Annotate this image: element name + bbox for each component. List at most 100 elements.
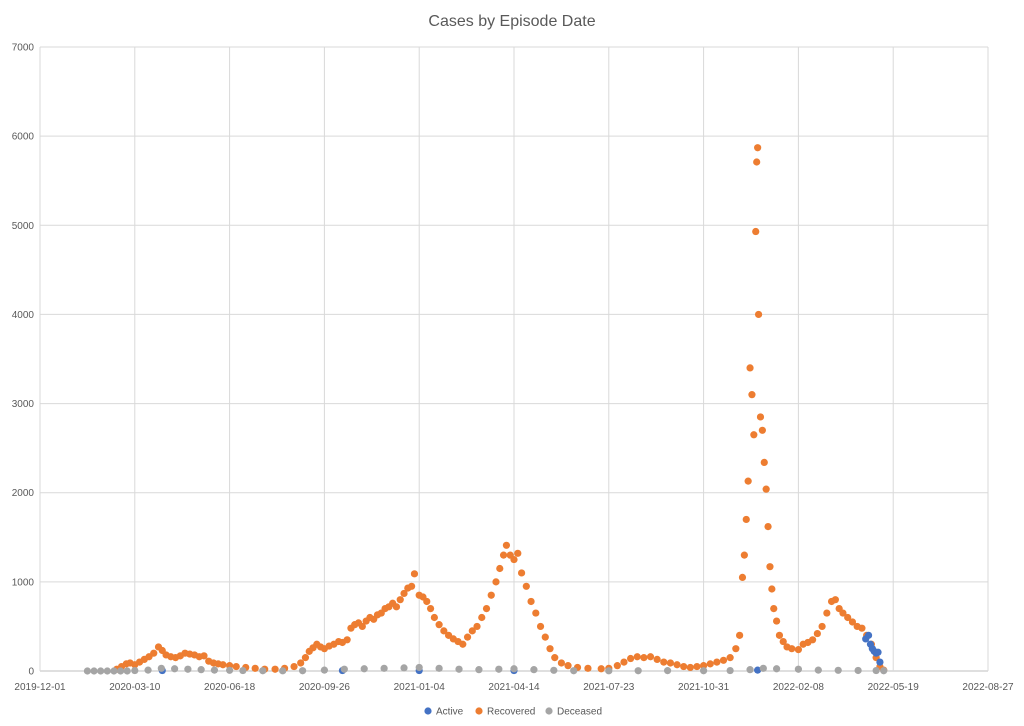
point-recovered — [762, 485, 770, 493]
point-recovered — [660, 658, 668, 666]
point-deceased — [184, 665, 192, 673]
point-recovered — [732, 645, 740, 653]
point-recovered — [713, 658, 721, 666]
point-deceased — [872, 666, 880, 675]
point-recovered — [753, 158, 761, 166]
point-deceased — [239, 666, 247, 675]
point-deceased — [495, 665, 503, 673]
y-tick-label: 0 — [28, 667, 34, 678]
legend-marker — [424, 707, 432, 715]
points-layer — [83, 144, 888, 675]
point-recovered — [200, 652, 208, 660]
point-recovered — [536, 622, 545, 631]
point-recovered — [706, 660, 714, 668]
x-tick-label: 2019-12-01 — [14, 682, 66, 693]
point-recovered — [700, 662, 708, 670]
point-recovered — [754, 144, 762, 152]
point-recovered — [514, 549, 522, 557]
legend-item-active: Active — [424, 707, 464, 718]
point-deceased — [210, 666, 219, 674]
x-tick-label: 2021-07-23 — [583, 682, 635, 693]
series-recovered — [113, 144, 888, 674]
point-deceased — [700, 667, 708, 675]
point-recovered — [773, 617, 781, 625]
point-deceased — [123, 667, 131, 675]
point-recovered — [633, 653, 641, 661]
point-recovered — [496, 564, 504, 573]
x-tick-label: 2021-10-31 — [678, 682, 730, 693]
point-recovered — [435, 621, 443, 629]
point-recovered — [758, 426, 766, 434]
point-recovered — [150, 649, 158, 657]
point-recovered — [232, 662, 240, 671]
x-tick-label: 2022-02-08 — [773, 682, 825, 693]
point-recovered — [818, 622, 826, 631]
point-recovered — [823, 609, 831, 617]
point-recovered — [766, 563, 774, 571]
point-recovered — [680, 662, 688, 671]
point-deceased — [320, 666, 328, 674]
point-recovered — [740, 551, 748, 559]
legend-label: Deceased — [557, 707, 602, 718]
point-deceased — [475, 666, 483, 674]
point-recovered — [468, 627, 476, 635]
x-tick-label: 2020-06-18 — [204, 682, 256, 693]
point-deceased — [110, 667, 118, 675]
point-deceased — [360, 665, 368, 673]
point-deceased — [97, 667, 105, 675]
point-recovered — [748, 391, 756, 399]
point-recovered — [532, 609, 540, 617]
point-recovered — [297, 659, 305, 667]
point-deceased — [759, 664, 767, 672]
point-recovered — [271, 665, 279, 673]
point-recovered — [844, 613, 852, 622]
grid-layer — [39, 46, 989, 672]
y-tick-label: 6000 — [12, 132, 35, 143]
point-recovered — [640, 654, 648, 662]
point-deceased — [435, 664, 443, 672]
point-deceased — [455, 665, 463, 673]
legend-label: Active — [436, 707, 464, 718]
point-recovered — [813, 629, 821, 638]
point-deceased — [157, 664, 165, 672]
point-recovered — [779, 637, 787, 646]
point-recovered — [251, 664, 259, 672]
point-recovered — [673, 661, 681, 669]
legend-marker — [475, 707, 483, 715]
point-recovered — [848, 618, 857, 626]
y-tick-label: 3000 — [12, 399, 35, 410]
point-recovered — [392, 603, 401, 611]
point-recovered — [430, 613, 438, 622]
point-recovered — [502, 541, 511, 549]
point-recovered — [653, 655, 661, 664]
point-recovered — [423, 597, 431, 606]
point-recovered — [440, 627, 448, 635]
point-deceased — [834, 666, 842, 674]
point-recovered — [219, 661, 227, 669]
legend-label: Recovered — [487, 707, 535, 718]
point-deceased — [415, 663, 423, 672]
point-recovered — [613, 662, 621, 670]
y-tick-label: 4000 — [12, 310, 35, 321]
point-deceased — [510, 665, 518, 673]
point-active — [754, 666, 762, 674]
point-recovered — [726, 654, 734, 662]
point-deceased — [814, 666, 822, 674]
axis-layer: 0 1000 2000 3000 4000 5000 6000 7000 2019-12-01 2… — [12, 43, 1014, 694]
x-tick-label: 2020-09-26 — [299, 682, 351, 693]
point-recovered — [770, 605, 778, 613]
x-tick-label: 2021-04-14 — [488, 682, 540, 693]
point-deceased — [550, 666, 558, 674]
y-tick-label: 5000 — [12, 221, 35, 232]
point-recovered — [744, 477, 752, 485]
point-deceased — [131, 666, 139, 675]
point-deceased — [605, 667, 613, 675]
point-recovered — [754, 310, 763, 319]
point-deceased — [197, 666, 205, 674]
point-recovered — [760, 458, 768, 467]
point-active — [864, 631, 873, 639]
point-recovered — [775, 631, 784, 639]
point-active — [876, 658, 884, 666]
point-recovered — [666, 659, 675, 667]
point-deceased — [90, 667, 98, 675]
